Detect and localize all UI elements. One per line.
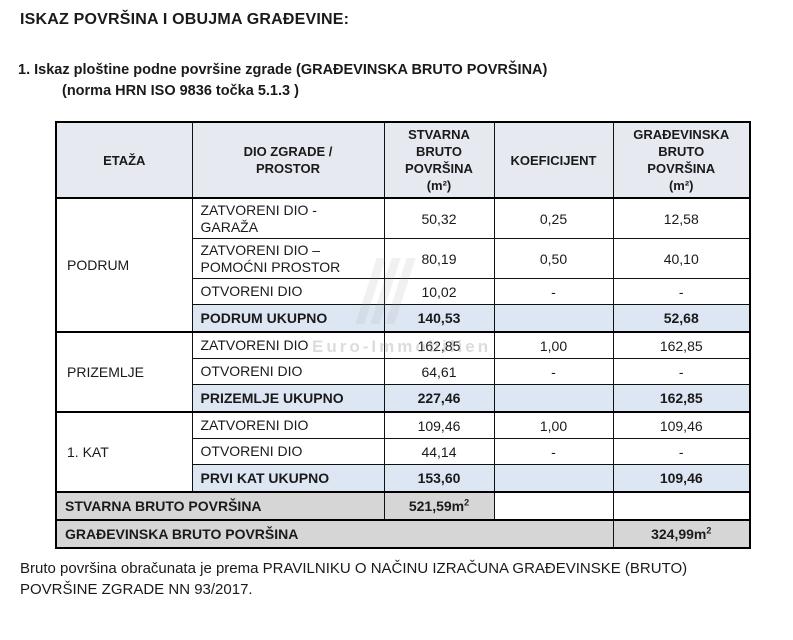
gbp-value-cell: 162,85 — [612, 331, 751, 359]
space-cell: OTVORENI DIO — [191, 358, 385, 385]
table-row: PRIZEMLJE ZATVORENI DIO 162,85 1,00 162,… — [55, 331, 751, 413]
space-cell: ZATVORENI DIO - GARAŽA — [191, 197, 385, 239]
stvarna-value-cell: 44,14 — [383, 438, 495, 465]
gbp-value-cell: - — [612, 278, 751, 305]
section-norm-reference: (norma HRN ISO 9836 točka 5.1.3 ) — [62, 83, 299, 99]
section-heading: 1. Iskaz ploštine podne površine zgrade … — [18, 62, 548, 78]
subtotal-stvarna-cell: 227,46 — [383, 384, 495, 413]
space-cell: OTVORENI DIO — [191, 278, 385, 305]
footnote: Bruto površina obračunata je prema PRAVI… — [20, 560, 688, 598]
gbp-value-cell: - — [612, 438, 751, 465]
koeficijent-value-cell: - — [493, 358, 614, 385]
koeficijent-value-cell: 1,00 — [493, 331, 614, 359]
subtotal-gbp-cell: 162,85 — [612, 384, 751, 413]
col-header-dio-zgrade: DIO ZGRADE / PROSTOR — [191, 121, 385, 199]
space-cell: OTVORENI DIO — [191, 438, 385, 465]
stvarna-value-cell: 80,19 — [383, 238, 495, 279]
stvarna-value-cell: 109,46 — [383, 411, 495, 439]
floor-cell-prvi-kat: 1. KAT — [55, 411, 193, 493]
subtotal-gbp-cell: 52,68 — [612, 304, 751, 333]
table-row: 1. KAT ZATVORENI DIO 109,46 1,00 109,46 — [55, 411, 751, 493]
subtotal-row-prvi-kat: PRVI KAT UKUPNO 153,60 109,46 — [56, 464, 751, 493]
gbp-value-cell: - — [612, 358, 751, 385]
stvarna-value-cell: 50,32 — [383, 197, 495, 239]
table-row: ZATVORENI DIO – POMOĆNI PROSTOR 80,19 0,… — [56, 238, 751, 279]
floor-cell-prizemlje: PRIZEMLJE — [55, 331, 193, 413]
subtotal-row-prizemlje: PRIZEMLJE UKUPNO 227,46 162,85 — [56, 384, 751, 413]
subtotal-koeficijent-cell — [493, 464, 614, 493]
subtotal-row-podrum: PODRUM UKUPNO 140,53 52,68 — [56, 304, 751, 333]
subtotal-koeficijent-cell — [493, 384, 614, 413]
col-header-koeficijent: KOEFICIJENT — [493, 121, 614, 199]
table-row: OTVORENI DIO 44,14 - - — [56, 438, 751, 465]
stvarna-value-cell: 162,85 — [383, 331, 495, 359]
gbp-value-cell: 12,58 — [612, 197, 751, 239]
subtotal-label-cell: PODRUM UKUPNO — [191, 304, 385, 333]
subtotal-label-cell: PRIZEMLJE UKUPNO — [191, 384, 385, 413]
koeficijent-value-cell: 1,00 — [493, 411, 614, 439]
table-row: OTVORENI DIO 64,61 - - — [56, 358, 751, 385]
space-cell: ZATVORENI DIO – POMOĆNI PROSTOR — [191, 238, 385, 279]
stvarna-value-cell: 64,61 — [383, 358, 495, 385]
koeficijent-value-cell: - — [493, 438, 614, 465]
empty-cell — [612, 491, 751, 521]
total-value-gradjevinska: 324,99m2 — [612, 519, 751, 549]
area-table: ETAŽA DIO ZGRADE / PROSTOR STVARNA BRUTO… — [55, 121, 751, 549]
total-label-gradjevinska: GRAĐEVINSKA BRUTO POVRŠINA — [55, 519, 614, 549]
table-row: OTVORENI DIO 10,02 - - — [56, 278, 751, 305]
stvarna-value-cell: 10,02 — [383, 278, 495, 305]
superscript-2: 2 — [464, 497, 470, 508]
koeficijent-value-cell: 0,25 — [493, 197, 614, 239]
total-label-stvarna: STVARNA BRUTO POVRŠINA — [55, 491, 385, 521]
gbp-value-cell: 109,46 — [612, 411, 751, 439]
subtotal-koeficijent-cell — [493, 304, 614, 333]
empty-cell — [493, 491, 614, 521]
subtotal-stvarna-cell: 140,53 — [383, 304, 495, 333]
gbp-value-cell: 40,10 — [612, 238, 751, 279]
subtotal-stvarna-cell: 153,60 — [383, 464, 495, 493]
total-row-gradjevinska: GRAĐEVINSKA BRUTO POVRŠINA 324,99m2 — [55, 519, 751, 549]
subtotal-label-cell: PRVI KAT UKUPNO — [191, 464, 385, 493]
space-cell: ZATVORENI DIO — [191, 331, 385, 359]
floor-cell-podrum: PODRUM — [55, 197, 193, 333]
superscript-2: 2 — [706, 525, 712, 536]
col-header-gradjevinska-bruto: GRAĐEVINSKA BRUTO POVRŠINA (m²) — [612, 121, 751, 199]
col-header-etaza: ETAŽA — [55, 121, 193, 199]
page-title: ISKAZ POVRŠINA I OBUJMA GRAĐEVINE: — [20, 11, 350, 28]
table-row: PODRUM ZATVORENI DIO - GARAŽA 50,32 0,25… — [55, 197, 751, 333]
koeficijent-value-cell: - — [493, 278, 614, 305]
total-value-text: 324,99m — [651, 526, 707, 542]
col-header-stvarna-bruto: STVARNA BRUTO POVRŠINA (m²) — [383, 121, 495, 199]
subtotal-gbp-cell: 109,46 — [612, 464, 751, 493]
header-row: ETAŽA DIO ZGRADE / PROSTOR STVARNA BRUTO… — [55, 121, 751, 199]
total-value-text: 521,59m — [408, 498, 465, 514]
space-cell: ZATVORENI DIO — [191, 411, 385, 439]
koeficijent-value-cell: 0,50 — [493, 238, 614, 279]
total-row-stvarna: STVARNA BRUTO POVRŠINA 521,59m2 — [55, 491, 751, 521]
total-value-stvarna: 521,59m2 — [383, 491, 495, 521]
